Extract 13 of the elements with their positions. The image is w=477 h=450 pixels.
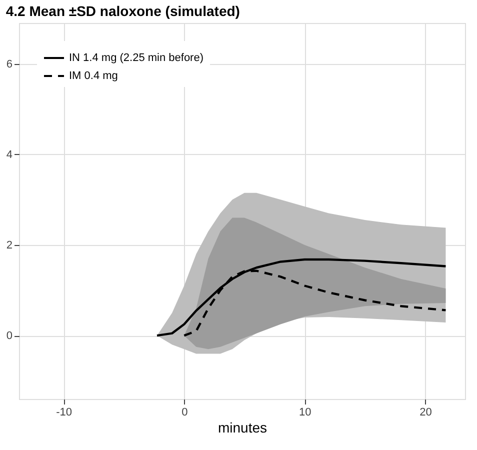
x-axis-title: minutes [218, 420, 268, 436]
line-series [156, 258, 447, 337]
legend-label: IN 1.4 mg (2.25 min before) [69, 52, 204, 64]
y-tick-label: 6 [6, 58, 12, 70]
x-tick-label: 20 [420, 406, 432, 418]
chart-title: 4.2 Mean ±SD naloxone (simulated) [6, 3, 240, 19]
x-tick-label: 0 [182, 406, 188, 418]
y-tick-label: 4 [6, 148, 12, 161]
y-tick-label: 2 [6, 239, 12, 252]
legend-label: IM 0.4 mg [69, 70, 118, 82]
x-tick-label: -10 [56, 406, 72, 418]
x-tick-label: 10 [299, 406, 312, 418]
y-tick-label: 0 [6, 330, 12, 342]
